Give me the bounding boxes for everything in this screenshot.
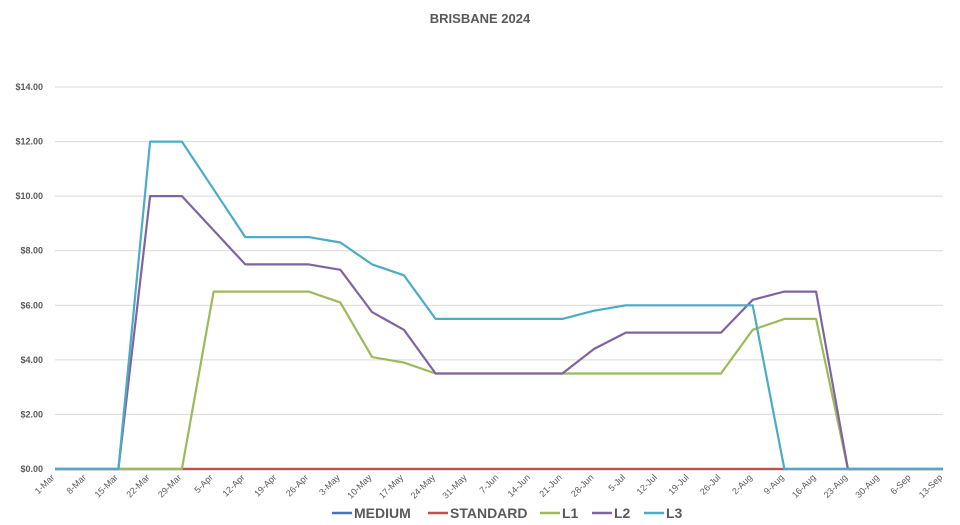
legend-label-l3: L3 xyxy=(666,505,683,521)
legend: MEDIUM STANDARD L1 L2 L3 xyxy=(332,505,683,521)
series-lines xyxy=(55,140,943,471)
series-line-l3 xyxy=(55,140,943,471)
x-tick-label: 12-Jul xyxy=(635,472,659,496)
y-tick-label: $12.00 xyxy=(15,137,43,147)
gridlines xyxy=(55,86,943,470)
x-tick-label: 30-Aug xyxy=(853,472,881,500)
x-tick-label: 5-Jul xyxy=(606,472,627,493)
x-tick-label: 21-Jun xyxy=(537,472,564,499)
x-tick-label: 29-Mar xyxy=(156,472,183,499)
x-tick-label: 6-Sep xyxy=(889,472,913,496)
legend-label-l1: L1 xyxy=(562,505,579,521)
y-tick-label: $0.00 xyxy=(20,464,43,474)
x-tick-label: 10-May xyxy=(345,472,374,501)
x-tick-label: 12-Apr xyxy=(221,472,247,498)
y-tick-label: $6.00 xyxy=(20,300,43,310)
y-tick-label: $8.00 xyxy=(20,246,43,256)
x-tick-label: 13-Sep xyxy=(917,472,945,500)
series-line-l2 xyxy=(55,195,943,471)
x-tick-label: 26-Apr xyxy=(284,472,310,498)
y-axis-ticks: $0.00 $2.00 $4.00 $6.00 $8.00 $10.00 $12.00 $14… xyxy=(15,82,43,474)
x-tick-label: 3-May xyxy=(317,472,342,497)
x-tick-label: 5-Apr xyxy=(192,472,215,495)
x-tick-label: 14-Jun xyxy=(506,472,533,499)
x-tick-label: 24-May xyxy=(409,472,438,501)
x-tick-label: 19-Apr xyxy=(252,472,278,498)
y-tick-label: $14.00 xyxy=(15,82,43,92)
y-tick-label: $2.00 xyxy=(20,409,43,419)
x-tick-label: 9-Aug xyxy=(762,472,786,496)
x-tick-label: 17-May xyxy=(377,472,406,501)
x-tick-label: 15-Mar xyxy=(93,472,120,499)
legend-label-l2: L2 xyxy=(614,505,631,521)
x-tick-label: 7-Jun xyxy=(477,472,500,495)
x-tick-label: 26-Jul xyxy=(698,472,722,496)
y-tick-label: $4.00 xyxy=(20,355,43,365)
x-tick-label: 22-Mar xyxy=(124,472,151,499)
x-tick-label: 31-May xyxy=(440,472,469,501)
x-tick-label: 1-Mar xyxy=(33,472,57,496)
legend-label-medium: MEDIUM xyxy=(354,505,411,521)
y-tick-label: $10.00 xyxy=(15,191,43,201)
x-tick-label: 2-Aug xyxy=(730,472,754,496)
x-tick-label: 28-Jun xyxy=(569,472,596,499)
x-tick-label: 23-Aug xyxy=(822,472,850,500)
x-tick-label: 16-Aug xyxy=(790,472,818,500)
legend-label-standard: STANDARD xyxy=(450,505,528,521)
chart-title: BRISBANE 2024 xyxy=(430,11,531,26)
x-tick-label: 19-Jul xyxy=(666,472,690,496)
x-axis-ticks: 1-Mar 8-Mar 15-Mar 22-Mar 29-Mar 5-Apr 12-Apr 1… xyxy=(33,472,945,501)
x-tick-label: 8-Mar xyxy=(64,472,88,496)
